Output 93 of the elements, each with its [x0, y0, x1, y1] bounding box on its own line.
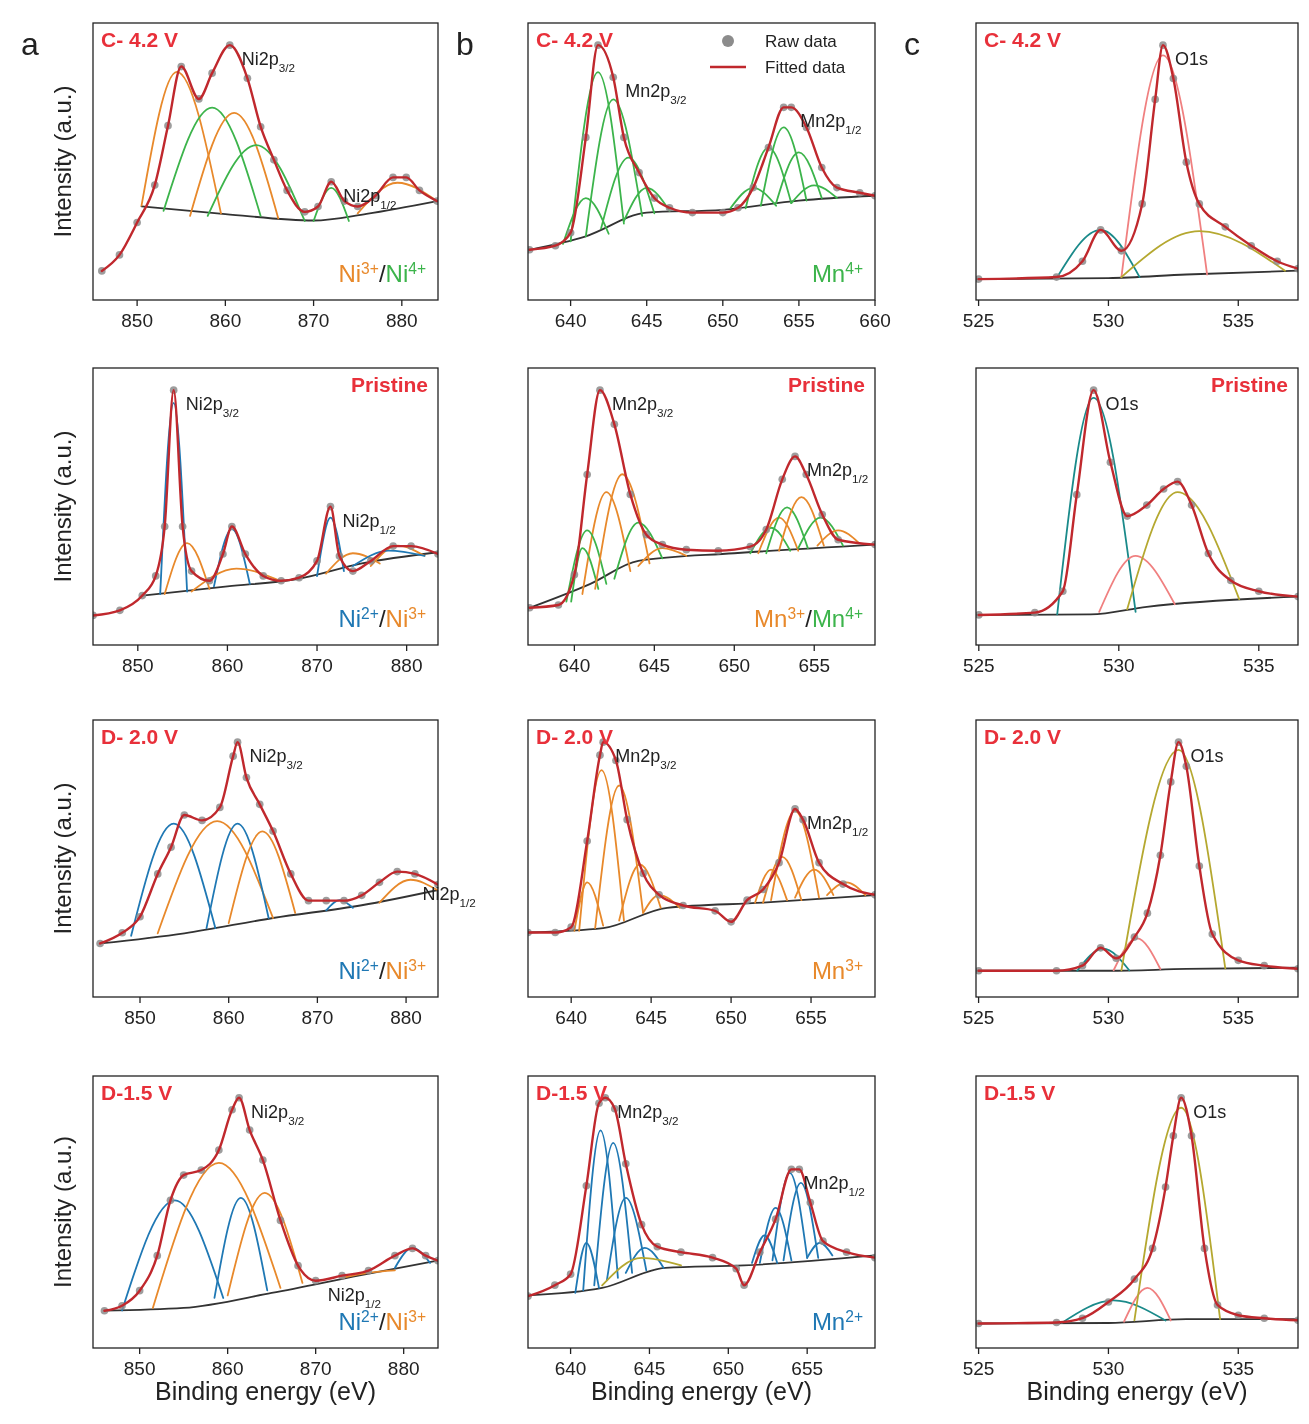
annotation: Ni2p$_{3/2}$	[251, 1101, 305, 1127]
annotation: O1s	[1193, 1101, 1227, 1122]
chart-title: C- 4.2 V	[984, 28, 1062, 51]
x-tick-label: 660	[859, 310, 891, 331]
x-tick-label: 645	[635, 1007, 667, 1028]
x-tick-label: 650	[718, 655, 751, 676]
x-tick-label: 655	[791, 1358, 824, 1379]
x-tick-label: 525	[962, 1007, 995, 1028]
chart-title: D-1.5 V	[101, 1081, 173, 1104]
x-tick-label: 850	[121, 655, 154, 676]
x-tick-label: 640	[554, 1358, 587, 1379]
x-axis-title: Binding energy (eV)	[591, 1377, 812, 1405]
annotation: Mn2p$_{3/2}$	[625, 81, 687, 106]
x-tick-label: 530	[1102, 655, 1135, 676]
legend-label: Fitted data	[765, 58, 846, 77]
annotation: Mn2p$_{1/2}$	[807, 460, 869, 485]
x-tick-label: 860	[209, 310, 242, 331]
x-axis-title: Binding energy (eV)	[1026, 1377, 1248, 1405]
chart-title: Pristine	[787, 373, 865, 396]
x-tick-label: 655	[783, 310, 815, 331]
legend-label: Raw data	[765, 32, 838, 51]
x-tick-label: 530	[1092, 1358, 1125, 1379]
x-tick-label: 650	[715, 1007, 747, 1028]
x-tick-label: 535	[1242, 655, 1275, 676]
chart-title: D-1.5 V	[984, 1081, 1056, 1104]
y-axis-title: Intensity (a.u.)	[49, 1135, 76, 1289]
chart-subtitle: a	[21, 26, 39, 62]
chart-title: D- 2.0 V	[536, 725, 614, 748]
x-tick-label: 640	[558, 655, 591, 676]
x-tick-label: 535	[1222, 1007, 1255, 1028]
annotation: Ni$^{2+}$/Ni$^{3+}$	[338, 604, 426, 632]
x-tick-label: 530	[1092, 310, 1125, 331]
annotation: Mn$^{3+}$	[811, 956, 863, 984]
x-tick-label: 880	[385, 310, 418, 331]
chart-title: C- 4.2 V	[536, 28, 614, 51]
chart-subtitle: b	[456, 26, 474, 62]
annotation: Mn2p$_{1/2}$	[807, 812, 869, 838]
x-tick-label: 645	[638, 655, 671, 676]
chart-title: C- 4.2 V	[101, 28, 179, 51]
y-axis-title: Intensity (a.u.)	[49, 430, 76, 583]
x-tick-label: 535	[1222, 310, 1255, 331]
x-tick-label: 655	[795, 1007, 827, 1028]
annotation: Ni2p$_{3/2}$	[249, 746, 303, 771]
x-tick-label: 655	[798, 655, 831, 676]
x-tick-label: 525	[962, 310, 995, 331]
x-tick-label: 860	[211, 655, 244, 676]
x-tick-label: 535	[1222, 1358, 1255, 1379]
annotation: O1s	[1190, 746, 1224, 767]
annotation: O1s	[1105, 394, 1139, 415]
x-tick-label: 850	[123, 1358, 156, 1379]
x-tick-label: 530	[1092, 1007, 1125, 1028]
x-tick-label: 850	[124, 1007, 156, 1028]
annotation: Mn2p$_{3/2}$	[617, 1101, 679, 1127]
x-tick-label: 850	[121, 310, 153, 331]
chart-title: D-1.5 V	[536, 1081, 608, 1104]
annotation: Mn$^{3+}$/Mn$^{4+}$	[754, 604, 863, 632]
x-tick-label: 880	[387, 1358, 420, 1379]
annotation: Mn2p$_{3/2}$	[615, 746, 677, 771]
annotation: Mn$^{2+}$	[811, 1307, 863, 1335]
x-tick-label: 525	[962, 655, 995, 676]
x-tick-label: 860	[212, 1007, 245, 1028]
x-axis-title: Binding energy (eV)	[155, 1377, 376, 1405]
annotation: Ni2p$_{1/2}$	[327, 1284, 381, 1310]
chart-title: D- 2.0 V	[984, 725, 1062, 748]
x-tick-label: 880	[390, 655, 423, 676]
annotation: Ni$^{2+}$/Ni$^{3+}$	[338, 956, 426, 984]
x-tick-label: 870	[299, 1358, 332, 1379]
chart-title: Pristine	[1210, 373, 1288, 396]
x-tick-label: 870	[297, 310, 330, 331]
annotation: Ni2p$_{1/2}$	[342, 510, 396, 536]
x-tick-label: 650	[712, 1358, 745, 1379]
x-tick-label: 640	[555, 1007, 588, 1028]
annotation: Ni2p$_{3/2}$	[241, 49, 296, 74]
chart-subtitle: c	[904, 26, 920, 62]
y-axis-title: Intensity (a.u.)	[49, 782, 76, 935]
x-tick-label: 645	[630, 310, 663, 331]
chart-title: D- 2.0 V	[101, 725, 179, 748]
x-tick-label: 640	[554, 310, 587, 331]
x-tick-label: 645	[633, 1358, 666, 1379]
x-tick-label: 860	[211, 1358, 244, 1379]
annotation: Mn2p$_{3/2}$	[611, 394, 674, 419]
x-tick-label: 525	[962, 1358, 995, 1379]
y-axis-title: Intensity (a.u.)	[49, 85, 76, 238]
x-tick-label: 650	[706, 310, 739, 331]
annotation: Ni2p$_{3/2}$	[185, 394, 239, 419]
annotation: Ni$^{3+}$/Ni$^{4+}$	[338, 259, 426, 287]
x-tick-label: 870	[301, 1007, 334, 1028]
x-tick-label: 870	[301, 655, 333, 676]
annotation: Ni$^{2+}$/Ni$^{3+}$	[338, 1307, 426, 1335]
x-tick-label: 880	[390, 1007, 422, 1028]
annotation: Mn$^{4+}$	[811, 259, 863, 287]
annotation: O1s	[1174, 49, 1208, 70]
chart-title: Pristine	[350, 373, 428, 396]
